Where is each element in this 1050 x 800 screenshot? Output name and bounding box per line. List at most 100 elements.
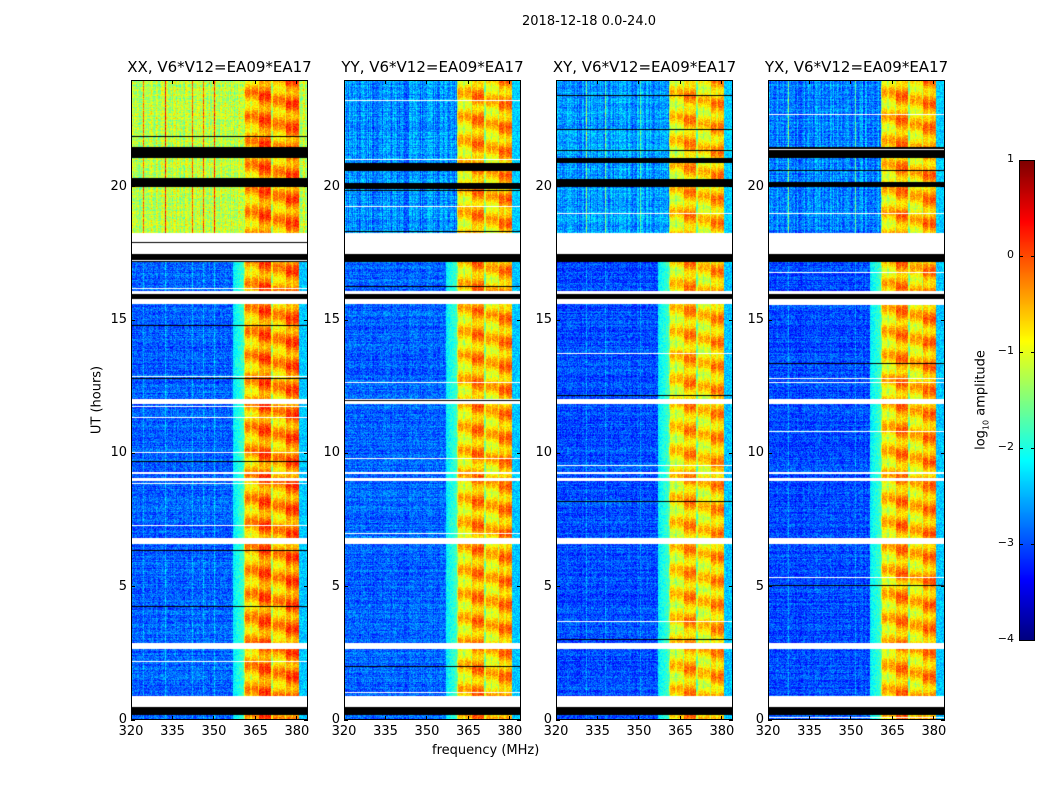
spectrogram-image <box>345 81 520 719</box>
x-tick-label: 380 <box>497 724 523 739</box>
x-tick-label: 380 <box>709 724 735 739</box>
y-tick-label: 0 <box>118 712 127 727</box>
x-tick-mark <box>130 716 132 720</box>
y-tick-mark <box>517 186 521 188</box>
x-tick-mark <box>679 80 681 84</box>
y-tick-mark <box>131 319 135 321</box>
x-tick-mark <box>808 716 810 720</box>
x-tick-mark <box>933 80 935 84</box>
colorbar-tick-mark <box>1019 351 1023 353</box>
y-tick-mark <box>304 586 308 588</box>
x-tick-mark <box>426 716 428 720</box>
colorbar-tick-label: −4 <box>997 632 1014 645</box>
spectrogram-image <box>132 81 307 719</box>
colorbar-tick-label: 0 <box>1007 248 1014 261</box>
colorbar-tick-mark <box>1031 639 1035 641</box>
x-tick-mark <box>638 716 640 720</box>
y-tick-mark <box>517 452 521 454</box>
x-tick-label: 380 <box>284 724 310 739</box>
spectrogram-panel <box>768 80 945 720</box>
spectrogram-panel <box>344 80 521 720</box>
colorbar-tick-mark <box>1019 543 1023 545</box>
colorbar-tick-mark <box>1019 159 1023 161</box>
colorbar-tick-mark <box>1019 255 1023 257</box>
x-tick-mark <box>384 716 386 720</box>
y-tick-label: 10 <box>747 445 764 461</box>
y-tick-mark <box>941 586 945 588</box>
x-tick-label: 320 <box>331 724 357 739</box>
x-tick-label: 365 <box>456 724 481 739</box>
colorbar-tick-mark <box>1031 447 1035 449</box>
y-tick-label: 10 <box>535 445 552 461</box>
colorbar-tick-mark <box>1031 543 1035 545</box>
colorbar-tick-label: −2 <box>997 440 1014 453</box>
x-axis-label: frequency (MHz) <box>432 743 540 758</box>
x-tick-mark <box>767 80 769 84</box>
x-tick-label: 320 <box>543 724 569 739</box>
y-tick-mark <box>556 719 560 721</box>
x-tick-label: 320 <box>118 724 144 739</box>
y-tick-mark <box>729 319 733 321</box>
colorbar-label-suffix: amplitude <box>973 350 989 420</box>
x-tick-label: 350 <box>838 724 864 739</box>
figure-title: 2018-12-18 0.0-24.0 <box>522 14 656 29</box>
x-tick-mark <box>850 80 852 84</box>
x-tick-label: 320 <box>755 724 781 739</box>
spectrogram-image <box>769 81 944 719</box>
spectrogram-panel <box>131 80 308 720</box>
x-tick-label: 335 <box>373 724 398 739</box>
y-tick-mark <box>517 719 521 721</box>
y-tick-mark <box>729 586 733 588</box>
y-tick-mark <box>768 319 772 321</box>
y-tick-mark <box>941 452 945 454</box>
y-tick-mark <box>304 186 308 188</box>
x-tick-label: 365 <box>243 724 268 739</box>
x-tick-mark <box>171 80 173 84</box>
colorbar-tick-mark <box>1031 159 1035 161</box>
y-tick-label: 0 <box>331 712 340 727</box>
x-tick-mark <box>638 80 640 84</box>
x-tick-mark <box>426 80 428 84</box>
y-tick-mark <box>941 719 945 721</box>
panel-title: YY, V6*V12=EA09*EA17 <box>341 58 524 76</box>
x-tick-mark <box>467 716 469 720</box>
y-tick-mark <box>729 452 733 454</box>
y-tick-label: 0 <box>755 712 764 727</box>
y-tick-mark <box>768 586 772 588</box>
x-tick-label: 380 <box>921 724 947 739</box>
x-tick-mark <box>384 80 386 84</box>
y-tick-mark <box>941 186 945 188</box>
x-tick-mark <box>721 80 723 84</box>
y-tick-label: 10 <box>110 445 127 461</box>
x-tick-mark <box>509 716 511 720</box>
y-tick-label: 5 <box>118 578 127 594</box>
y-tick-mark <box>556 452 560 454</box>
y-tick-mark <box>344 319 348 321</box>
x-tick-mark <box>933 716 935 720</box>
x-tick-label: 335 <box>160 724 185 739</box>
x-tick-mark <box>254 716 256 720</box>
y-tick-label: 0 <box>543 712 552 727</box>
x-tick-mark <box>555 80 557 84</box>
panel-title: XX, V6*V12=EA09*EA17 <box>127 58 312 76</box>
y-tick-mark <box>517 586 521 588</box>
colorbar-tick-mark <box>1019 447 1023 449</box>
y-tick-label: 5 <box>543 578 552 594</box>
y-tick-label: 15 <box>747 312 764 327</box>
x-tick-mark <box>596 716 598 720</box>
panel-title: YX, V6*V12=EA09*EA17 <box>764 58 949 76</box>
x-tick-mark <box>891 716 893 720</box>
x-tick-mark <box>767 716 769 720</box>
y-tick-mark <box>344 186 348 188</box>
y-tick-mark <box>304 452 308 454</box>
y-tick-label: 10 <box>323 445 340 461</box>
colorbar-tick-mark <box>1019 639 1023 641</box>
y-tick-label: 15 <box>323 312 340 327</box>
y-tick-mark <box>556 586 560 588</box>
x-tick-mark <box>130 80 132 84</box>
y-tick-label: 15 <box>110 312 127 327</box>
x-tick-mark <box>213 716 215 720</box>
y-tick-mark <box>729 186 733 188</box>
x-tick-mark <box>171 716 173 720</box>
y-tick-mark <box>304 319 308 321</box>
